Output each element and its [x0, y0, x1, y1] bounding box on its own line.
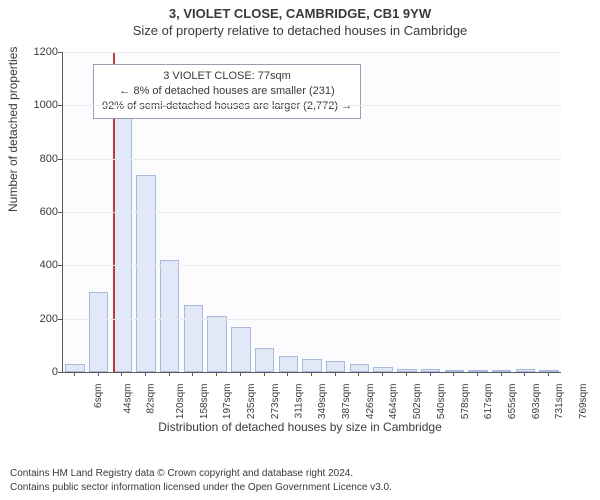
- x-tick-label: 6sqm: [93, 384, 104, 408]
- histogram-bar: [255, 348, 274, 372]
- x-tick-label: 197sqm: [223, 384, 234, 420]
- y-axis-label: Number of detached properties: [6, 47, 20, 212]
- x-tick-label: 540sqm: [436, 384, 447, 420]
- histogram-bar: [113, 116, 132, 372]
- histogram-bar: [160, 260, 179, 372]
- chart-subtitle: Size of property relative to detached ho…: [0, 23, 600, 38]
- y-tick-label: 0: [8, 366, 58, 378]
- x-tick-label: 693sqm: [531, 384, 542, 420]
- x-tick-label: 617sqm: [483, 384, 494, 420]
- x-tick-label: 158sqm: [199, 384, 210, 420]
- footer-attribution: Contains HM Land Registry data © Crown c…: [10, 467, 392, 494]
- histogram-bar: [421, 369, 440, 372]
- histogram-bar: [445, 370, 464, 372]
- y-tick-label: 600: [8, 206, 58, 218]
- y-tick-label: 1000: [8, 99, 58, 111]
- x-tick-label: 273sqm: [270, 384, 281, 420]
- histogram-bar: [326, 361, 345, 372]
- x-axis-label: Distribution of detached houses by size …: [0, 420, 600, 434]
- x-tick-label: 578sqm: [460, 384, 471, 420]
- histogram-bar: [184, 305, 203, 372]
- footer-line-1: Contains HM Land Registry data © Crown c…: [10, 467, 392, 481]
- x-tick-label: 349sqm: [317, 384, 328, 420]
- plot-area: 3 VIOLET CLOSE: 77sqm ← 8% of detached h…: [62, 52, 561, 373]
- x-tick-label: 82sqm: [146, 384, 157, 414]
- y-tick-label: 400: [8, 259, 58, 271]
- histogram-bar: [516, 369, 535, 372]
- x-tick-label: 235sqm: [246, 384, 257, 420]
- histogram-bar: [350, 364, 369, 372]
- y-tick-label: 800: [8, 153, 58, 165]
- histogram-bar: [492, 370, 511, 372]
- x-tick-label: 464sqm: [389, 384, 400, 420]
- histogram-bar: [279, 356, 298, 372]
- x-tick-label: 311sqm: [293, 384, 304, 419]
- x-tick-label: 655sqm: [507, 384, 518, 420]
- x-tick-label: 502sqm: [412, 384, 423, 420]
- histogram-bar: [302, 359, 321, 372]
- x-tick-label: 44sqm: [122, 384, 133, 414]
- annotation-line-1: 3 VIOLET CLOSE: 77sqm: [102, 69, 352, 84]
- histogram-bar: [207, 316, 226, 372]
- x-tick-label: 426sqm: [365, 384, 376, 420]
- chart-container: Number of detached properties 3 VIOLET C…: [0, 38, 600, 430]
- histogram-bar: [65, 364, 84, 372]
- x-tick-label: 120sqm: [175, 384, 186, 420]
- x-tick-label: 731sqm: [555, 384, 566, 420]
- x-tick-label: 769sqm: [578, 384, 589, 420]
- x-tick-label: 387sqm: [341, 384, 352, 420]
- footer-line-2: Contains public sector information licen…: [10, 481, 392, 495]
- y-tick-label: 1200: [8, 46, 58, 58]
- histogram-bar: [136, 175, 155, 372]
- histogram-bar: [231, 327, 250, 372]
- y-tick-label: 200: [8, 313, 58, 325]
- annotation-line-2: ← 8% of detached houses are smaller (231…: [102, 84, 352, 99]
- annotation-box: 3 VIOLET CLOSE: 77sqm ← 8% of detached h…: [93, 64, 361, 119]
- address-title: 3, VIOLET CLOSE, CAMBRIDGE, CB1 9YW: [0, 6, 600, 21]
- histogram-bar: [89, 292, 108, 372]
- histogram-bar: [397, 369, 416, 372]
